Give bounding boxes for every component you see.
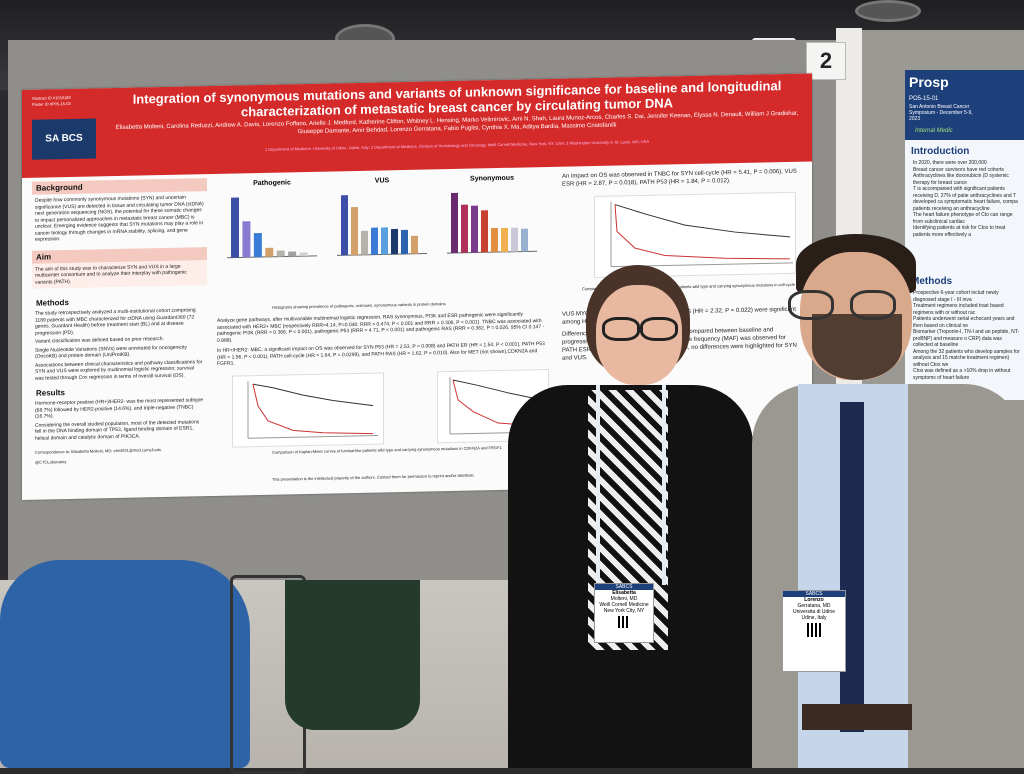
chart-bar: [411, 235, 418, 254]
methods-heading-right: Methods: [911, 276, 953, 287]
research-poster: Abstract ID #1553189 Poster ID #P05-15-02…: [22, 73, 812, 501]
navy-tie: [840, 402, 864, 732]
methods-item-right: Prospective 6-year cohort includ newly d…: [913, 290, 999, 303]
intro-item: T is accompanied with significant patien…: [913, 186, 1018, 212]
methods-item-right: Biomarker (Troponin-I, TN-I and an pepti…: [913, 329, 1020, 348]
abstract-id: Abstract ID #1553189 Poster ID #P05-15-02: [32, 94, 71, 107]
poster-header: Abstract ID #1553189 Poster ID #P05-15-02…: [22, 73, 812, 178]
km-caption: Comparison of Kaplan-Meier curves of lum…: [272, 444, 502, 455]
center-result-1: Analyze gene pathways, after multivariab…: [217, 311, 545, 344]
chart-bar: [481, 210, 488, 253]
glasses: [640, 317, 678, 341]
name-badge: SABCS Lorenzo Gerratana, MD Universita d…: [782, 590, 846, 672]
green-skirt: [285, 580, 420, 730]
badge-org: Weill Cornell Medicine: [599, 602, 649, 608]
methods-item-right: Treatment regimens included trast based …: [913, 303, 1004, 316]
results-item: Considering the overall studied populati…: [35, 418, 200, 442]
chart-bar: [491, 228, 498, 253]
neighbor-poster-title: Prosp: [909, 74, 949, 90]
chart-bar: [401, 229, 408, 255]
chart-bar: [276, 250, 285, 257]
neighbor-poster-code: PO5-15-01: [909, 96, 939, 102]
neighbor-poster-meeting: San Antonio Breast Cancer Symposium - De…: [909, 104, 973, 122]
chart-bar: [341, 195, 348, 256]
chart-bar: [242, 221, 251, 258]
chart-bar: [299, 252, 308, 257]
intro-heading: Introduction: [911, 146, 970, 157]
chart-bar: [461, 204, 468, 253]
intro-item: Anthracyclines like doxorubicin (D syste…: [913, 173, 1009, 186]
chart-bar: [361, 230, 368, 255]
belt: [802, 704, 912, 730]
methods-item-right: Ctox was defined as a >10% drop in witho…: [913, 368, 1011, 381]
left-column: Background Despite how commonly synonymo…: [32, 178, 207, 466]
background-text: Despite how commonly synonymous mutation…: [35, 194, 204, 243]
ceiling-vent: [855, 0, 921, 22]
badge-name: Lorenzo: [804, 597, 824, 603]
methods-list-right: Prospective 6-year cohort includ newly d…: [913, 290, 1023, 381]
intro-item: The heart failure phenotype of Cto can r…: [913, 212, 1013, 225]
badge-city: New York City, NY: [603, 608, 645, 614]
badge-name: Elisabetta: [612, 590, 636, 596]
chart-title: Synonymous: [470, 175, 514, 183]
intro-list: In 2020, there were over 200,000 Breast …: [913, 160, 1023, 238]
methods-item: The study retrospectively analyzed a mul…: [35, 307, 196, 337]
chart-bar: [371, 227, 378, 255]
center-result-2: In HR+/HER2- MBC, a significant impact o…: [217, 341, 545, 367]
poster-affiliations: 1 Department of Medicine, University of …: [264, 138, 650, 152]
chart-bar: [391, 228, 398, 255]
chart-bar: [501, 227, 508, 252]
histogram-caption: Histograms showing prevalence of pathoge…: [272, 301, 446, 310]
name-badge: SABCS Elisabetta Molteni, MD Weill Corne…: [594, 583, 654, 643]
glasses: [850, 290, 896, 320]
aim-text: The aim of this study was to characteriz…: [32, 259, 207, 289]
intro-item: In 2020, there were over 200,000: [913, 160, 987, 166]
km-curve-plot: [232, 372, 384, 448]
badge-line2: Molteni, MD: [610, 596, 638, 602]
badge-logo: SABCS: [595, 584, 653, 590]
chart-bar: [451, 192, 458, 254]
methods-item-right: Patients underwent serial echocard years…: [913, 316, 1015, 329]
glasses: [602, 317, 640, 341]
board-number: 2: [806, 42, 846, 80]
chart-bar: [511, 227, 518, 252]
methods-item-right: Among the 32 patients who develop sample…: [913, 348, 1020, 368]
chart-title: Pathogenic: [253, 179, 291, 187]
presenter-man: SABCS Lorenzo Gerratana, MD Universita d…: [752, 234, 1024, 768]
neighbor-poster-header: Prosp PO5-15-01 San Antonio Breast Cance…: [905, 70, 1024, 140]
chart-title: VUS: [375, 177, 390, 184]
qr-code: [807, 623, 821, 637]
presenter-woman: SABCS Elisabetta Molteni, MD Weill Corne…: [508, 255, 758, 768]
neighbor-poster: Prosp PO5-15-01 San Antonio Breast Cance…: [905, 70, 1024, 400]
qr-code: [618, 616, 630, 628]
chart-bar: [265, 247, 274, 257]
badge-line2: Gerratana, MD: [797, 603, 831, 609]
lanyard: [596, 385, 600, 585]
badge-city: Udine, Italy: [801, 615, 827, 621]
intro-item: Identifying patients at risk for Ctox to…: [913, 225, 1006, 238]
methods-item: Associations between clinical characteri…: [35, 358, 203, 382]
bar-charts: Pathogenic VUS Synonymous: [227, 175, 537, 259]
glasses: [788, 290, 834, 320]
intro-item: Breast cancer survivors have red cohorts: [913, 166, 1004, 173]
sabcs-logo: SA BCS: [32, 118, 96, 160]
neighbor-poster-subtitle: Internal Medic: [915, 128, 953, 134]
beard: [812, 314, 902, 380]
blue-jacket: [0, 560, 250, 768]
badge-logo: SABCS: [783, 591, 845, 597]
chart-bar: [351, 206, 358, 256]
chart-bar: [471, 205, 478, 253]
badge-org: Universita di Udine: [793, 609, 835, 615]
right-result-1: An impact on OS was observed in TNBC for…: [562, 168, 797, 188]
chart-bar: [231, 197, 239, 258]
lanyard: [662, 385, 666, 585]
chart-bar: [381, 227, 388, 255]
chart-bar: [521, 228, 528, 252]
chart-bar: [288, 251, 297, 257]
chart-bar: [253, 232, 262, 258]
